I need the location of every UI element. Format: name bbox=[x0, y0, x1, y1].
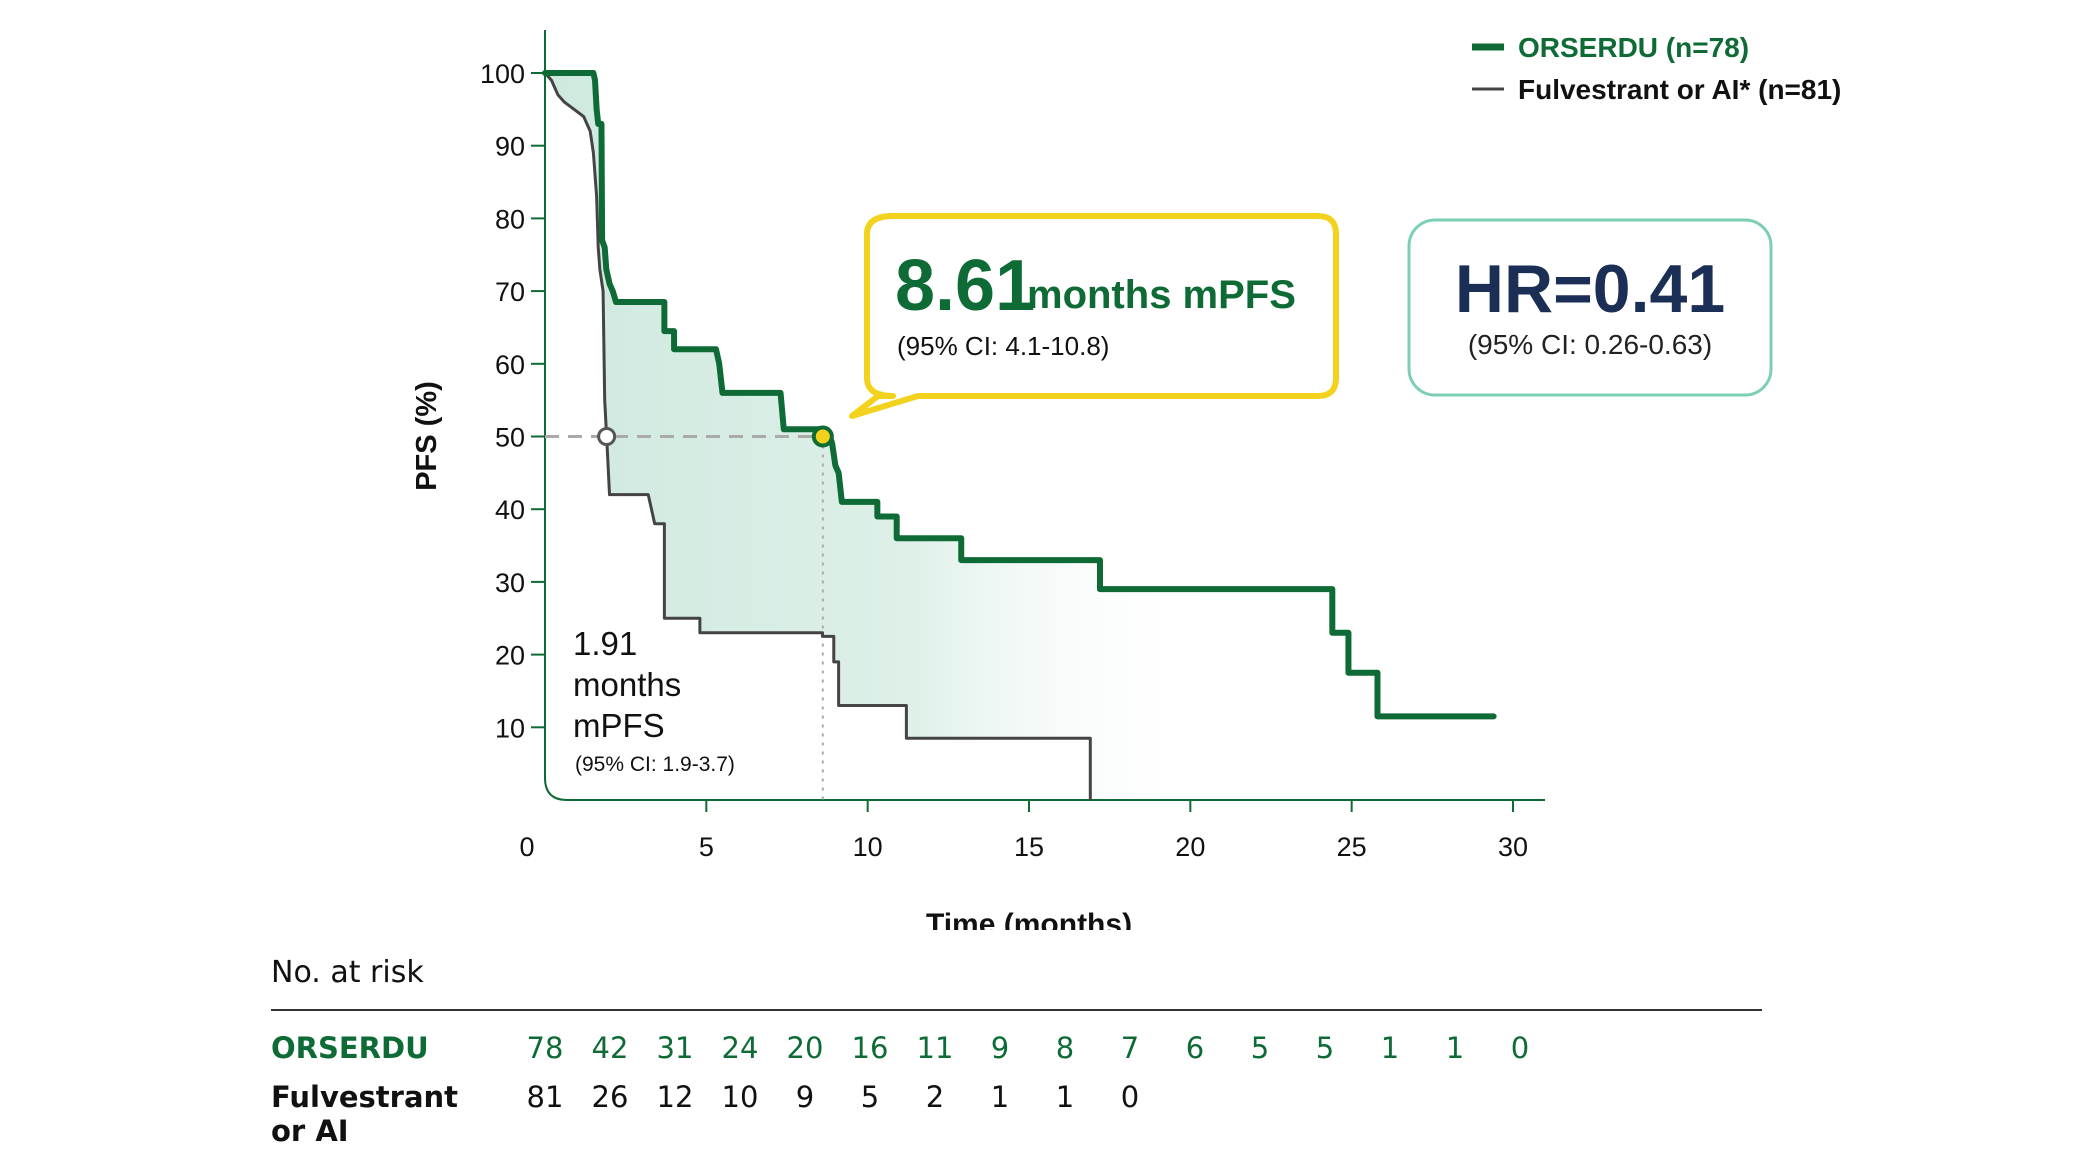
comparator-median-annotation: 1.91 months mPFS (95% CI: 1.9-3.7) bbox=[573, 625, 735, 776]
risk-value-comparator: 0 bbox=[1120, 1080, 1140, 1114]
risk-value-comparator: 1 bbox=[1055, 1080, 1075, 1114]
risk-value-comparator: 2 bbox=[925, 1080, 945, 1114]
x-tick-label: 0 bbox=[519, 832, 534, 862]
risk-value-orserdu: 9 bbox=[990, 1031, 1010, 1065]
risk-value-orserdu: 7 bbox=[1120, 1031, 1140, 1065]
x-axis-title: Time (months) bbox=[926, 908, 1132, 930]
y-tick-label: 90 bbox=[495, 132, 525, 162]
risk-value-orserdu: 78 bbox=[526, 1031, 564, 1065]
x-tick-label: 15 bbox=[1014, 832, 1044, 862]
callout-box bbox=[849, 213, 1339, 419]
legend-label-comparator: Fulvestrant or AI* (n=81) bbox=[1518, 74, 1841, 105]
hazard-ratio-box: HR=0.41 (95% CI: 0.26-0.63) bbox=[1407, 218, 1773, 397]
risk-table-divider bbox=[271, 1009, 1762, 1011]
y-axis-title: PFS (%) bbox=[411, 381, 443, 491]
callout-unit: months mPFS bbox=[1027, 273, 1296, 317]
risk-value-orserdu: 24 bbox=[721, 1031, 759, 1065]
axis-frame bbox=[544, 30, 1545, 801]
comparator-median-unit: months bbox=[573, 666, 681, 703]
callout-value: 8.61 bbox=[895, 246, 1035, 326]
y-tick-label: 50 bbox=[495, 423, 525, 453]
y-tick-label: 60 bbox=[495, 350, 525, 380]
risk-value-orserdu: 0 bbox=[1510, 1031, 1530, 1065]
risk-value-orserdu: 16 bbox=[851, 1031, 889, 1065]
risk-value-orserdu: 6 bbox=[1185, 1031, 1205, 1065]
risk-value-comparator: 5 bbox=[860, 1080, 880, 1114]
x-tick-label: 5 bbox=[699, 832, 714, 862]
risk-value-comparator: 9 bbox=[795, 1080, 815, 1114]
x-tick-label: 30 bbox=[1498, 832, 1528, 862]
risk-value-comparator: 10 bbox=[721, 1080, 759, 1114]
between-curves-fill bbox=[545, 73, 1494, 800]
comparator-median-ci: (95% CI: 1.9-3.7) bbox=[575, 753, 735, 776]
x-tick-label: 10 bbox=[853, 832, 883, 862]
hr-ci: (95% CI: 0.26-0.63) bbox=[1468, 329, 1712, 360]
legend: ORSERDU (n=78) Fulvestrant or AI* (n=81) bbox=[1472, 32, 1841, 105]
risk-value-orserdu: 1 bbox=[1380, 1031, 1400, 1065]
x-tick-label: 25 bbox=[1337, 832, 1367, 862]
series-line-comparator bbox=[543, 72, 1092, 800]
risk-value-orserdu: 5 bbox=[1250, 1031, 1270, 1065]
y-tick-label: 70 bbox=[495, 277, 525, 307]
risk-value-comparator: 26 bbox=[591, 1080, 629, 1114]
risk-value-orserdu: 31 bbox=[656, 1031, 694, 1065]
risk-value-orserdu: 20 bbox=[786, 1031, 824, 1065]
series-line-orserdu bbox=[542, 70, 1497, 720]
legend-label-orserdu: ORSERDU (n=78) bbox=[1518, 32, 1749, 63]
risk-value-orserdu: 1 bbox=[1445, 1031, 1465, 1065]
risk-value-orserdu: 5 bbox=[1315, 1031, 1335, 1065]
median-point-orserdu bbox=[811, 425, 834, 448]
risk-value-orserdu: 11 bbox=[916, 1031, 954, 1065]
comparator-median-label: mPFS bbox=[573, 707, 665, 744]
risk-row-label-orserdu: ORSERDU bbox=[271, 1031, 429, 1065]
y-tick-label: 80 bbox=[495, 204, 525, 234]
y-tick-label: 100 bbox=[480, 59, 525, 89]
y-tick-label: 10 bbox=[495, 713, 525, 743]
risk-table-title: No. at risk bbox=[271, 955, 424, 990]
risk-value-comparator: 81 bbox=[526, 1080, 564, 1114]
comparator-median-value: 1.91 bbox=[573, 625, 637, 662]
median-point-comparator bbox=[597, 427, 617, 446]
callout-ci: (95% CI: 4.1-10.8) bbox=[897, 331, 1109, 361]
risk-value-comparator: 12 bbox=[656, 1080, 694, 1114]
km-chart: 10 20 30 40 50 60 70 80 90 100 0 5 10 15 20 25 30 ORSERD… bbox=[411, 30, 1841, 930]
hr-box-border bbox=[1407, 218, 1773, 397]
risk-value-orserdu: 8 bbox=[1055, 1031, 1075, 1065]
x-tick-label: 20 bbox=[1175, 832, 1205, 862]
orserdu-median-callout: 8.61 months mPFS (95% CI: 4.1-10.8) bbox=[849, 213, 1339, 419]
risk-value-comparator: 1 bbox=[990, 1080, 1010, 1114]
risk-value-orserdu: 42 bbox=[591, 1031, 629, 1065]
y-tick-label: 20 bbox=[495, 641, 525, 671]
risk-row-label-comparator: Fulvestrant or AI bbox=[271, 1080, 459, 1148]
y-tick-label: 40 bbox=[495, 495, 525, 525]
y-tick-label: 30 bbox=[495, 568, 525, 598]
hr-value: HR=0.41 bbox=[1455, 251, 1725, 327]
